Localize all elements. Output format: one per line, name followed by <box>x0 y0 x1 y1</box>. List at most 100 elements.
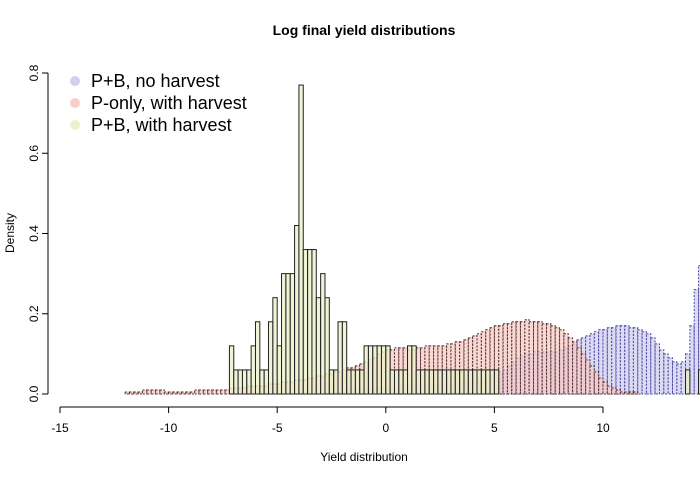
bar <box>698 265 700 395</box>
bar <box>459 369 465 395</box>
x-tick-label: 0 <box>382 421 389 435</box>
legend-swatch <box>70 98 80 108</box>
bar <box>163 391 170 395</box>
bar <box>315 297 322 395</box>
bar <box>228 345 235 395</box>
bar <box>246 369 252 395</box>
bar <box>498 325 504 395</box>
bar <box>124 391 131 395</box>
bar <box>611 387 617 395</box>
bar <box>142 389 148 395</box>
bar <box>324 297 330 395</box>
bar <box>376 345 382 395</box>
legend-label: P+B, with harvest <box>91 115 232 135</box>
bar <box>276 345 283 395</box>
bar <box>341 321 348 395</box>
series-3-bars <box>228 84 700 395</box>
bar <box>333 369 339 395</box>
bar <box>602 381 608 395</box>
bar <box>289 273 296 395</box>
bar <box>311 249 317 395</box>
bar <box>285 273 291 395</box>
bar <box>359 369 365 395</box>
bar <box>446 369 452 395</box>
bar <box>576 347 582 395</box>
bar <box>454 369 461 395</box>
bar <box>198 389 204 395</box>
bar <box>233 369 239 395</box>
bar <box>489 327 495 395</box>
bar <box>519 321 526 395</box>
bar <box>215 389 222 395</box>
bar <box>129 391 135 395</box>
bar <box>550 325 556 395</box>
bar <box>598 377 604 395</box>
bar <box>632 391 639 395</box>
bar <box>663 353 669 395</box>
y-tick-label: 0.8 <box>27 64 41 81</box>
bar <box>689 325 695 395</box>
bar <box>489 369 495 395</box>
bar <box>220 389 226 395</box>
bar <box>615 325 621 395</box>
y-tick-label: 0.0 <box>27 385 41 402</box>
bar <box>593 371 600 395</box>
bar <box>480 369 487 395</box>
bar <box>241 369 248 395</box>
bar <box>298 84 304 395</box>
bar <box>302 249 309 395</box>
x-tick-label: 10 <box>596 421 610 435</box>
bar <box>506 323 513 395</box>
bar <box>628 391 634 395</box>
x-tick-label: -10 <box>160 421 178 435</box>
bar <box>585 359 591 395</box>
bar <box>658 349 665 395</box>
bar <box>485 369 491 395</box>
bar <box>454 341 461 395</box>
bar <box>385 345 391 395</box>
bar <box>250 345 256 395</box>
bar <box>441 369 448 395</box>
bar <box>346 369 352 395</box>
bar <box>628 327 634 395</box>
bar <box>150 389 157 395</box>
legend-label: P+B, no harvest <box>91 71 220 91</box>
bar <box>194 389 200 395</box>
bar <box>433 369 439 395</box>
bar <box>393 369 400 395</box>
bar <box>645 333 652 395</box>
bar <box>567 337 574 395</box>
bar <box>637 329 643 395</box>
bar <box>524 319 530 395</box>
bar <box>176 391 183 395</box>
bar <box>698 369 700 395</box>
y-axis: 0.0 0.2 0.4 0.6 0.8 <box>27 64 49 402</box>
bar <box>155 389 161 395</box>
bar <box>398 369 404 395</box>
bar <box>559 329 565 395</box>
bar <box>354 369 361 395</box>
legend-swatch <box>70 120 80 130</box>
bar <box>207 389 213 395</box>
bar <box>415 369 422 395</box>
bar <box>476 369 482 395</box>
bar <box>511 321 517 395</box>
bar <box>272 297 278 395</box>
bar <box>407 345 413 395</box>
bar <box>307 249 313 395</box>
bar <box>546 323 552 395</box>
bar <box>202 389 209 395</box>
bar <box>380 345 387 395</box>
bar <box>493 369 500 395</box>
bar <box>328 369 335 395</box>
bar <box>619 391 626 395</box>
bar <box>654 343 660 395</box>
y-tick-label: 0.4 <box>27 225 41 242</box>
bar <box>259 369 265 395</box>
bar <box>459 341 465 395</box>
bar <box>254 321 261 395</box>
series-layer <box>124 84 700 395</box>
bar <box>389 369 395 395</box>
bar <box>606 385 613 395</box>
